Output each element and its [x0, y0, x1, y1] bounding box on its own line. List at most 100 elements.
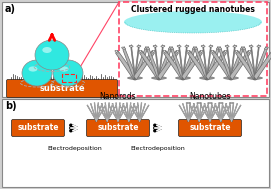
Polygon shape [134, 46, 147, 80]
Ellipse shape [200, 50, 203, 53]
Ellipse shape [28, 66, 37, 72]
Ellipse shape [146, 47, 149, 49]
Polygon shape [230, 46, 243, 80]
Ellipse shape [129, 45, 133, 47]
Text: substrate: substrate [17, 123, 59, 132]
Ellipse shape [187, 102, 190, 104]
Polygon shape [207, 44, 211, 80]
Text: Electrodeposition: Electrodeposition [131, 146, 185, 151]
Text: a): a) [5, 4, 16, 14]
FancyBboxPatch shape [11, 119, 64, 136]
Ellipse shape [208, 102, 211, 104]
Ellipse shape [185, 45, 189, 47]
Polygon shape [254, 50, 271, 80]
Ellipse shape [199, 77, 214, 79]
Polygon shape [212, 50, 232, 80]
FancyBboxPatch shape [119, 2, 267, 96]
Ellipse shape [201, 45, 205, 47]
Ellipse shape [137, 45, 141, 47]
Ellipse shape [248, 50, 251, 53]
Text: b): b) [5, 101, 17, 111]
Polygon shape [255, 44, 259, 80]
Polygon shape [251, 44, 255, 80]
Polygon shape [140, 50, 160, 80]
Polygon shape [135, 44, 139, 80]
FancyBboxPatch shape [2, 99, 269, 187]
FancyBboxPatch shape [86, 119, 150, 136]
Polygon shape [230, 50, 250, 80]
Polygon shape [203, 44, 207, 80]
Polygon shape [158, 50, 178, 80]
Polygon shape [183, 44, 187, 80]
Ellipse shape [152, 50, 155, 53]
Ellipse shape [139, 50, 142, 53]
Polygon shape [158, 46, 171, 80]
Ellipse shape [176, 77, 191, 79]
Text: Nanorods: Nanorods [100, 92, 136, 101]
Ellipse shape [42, 47, 52, 53]
Ellipse shape [170, 47, 173, 49]
Text: Electrodeposition: Electrodeposition [48, 146, 102, 151]
Text: Clustered rugged nanotubes: Clustered rugged nanotubes [131, 5, 255, 14]
Text: substrate: substrate [189, 123, 231, 132]
Ellipse shape [145, 47, 148, 49]
Text: Nanotubes: Nanotubes [189, 92, 231, 101]
Polygon shape [243, 46, 256, 80]
FancyBboxPatch shape [179, 119, 241, 136]
Ellipse shape [187, 50, 190, 53]
Polygon shape [116, 50, 136, 80]
Ellipse shape [217, 47, 220, 49]
Ellipse shape [219, 102, 222, 104]
Ellipse shape [198, 102, 201, 104]
Polygon shape [236, 50, 256, 80]
Ellipse shape [249, 45, 253, 47]
Polygon shape [195, 46, 208, 80]
Ellipse shape [22, 60, 52, 86]
Ellipse shape [225, 45, 229, 47]
Ellipse shape [242, 47, 245, 49]
FancyBboxPatch shape [7, 80, 118, 98]
Polygon shape [182, 46, 195, 80]
Ellipse shape [209, 45, 213, 47]
Ellipse shape [224, 77, 238, 79]
Ellipse shape [169, 47, 172, 49]
Ellipse shape [218, 47, 221, 49]
Ellipse shape [233, 45, 237, 47]
Polygon shape [227, 44, 231, 80]
Ellipse shape [224, 50, 227, 53]
Ellipse shape [257, 45, 261, 47]
Ellipse shape [53, 60, 83, 86]
Polygon shape [179, 44, 183, 80]
Ellipse shape [122, 47, 125, 49]
Polygon shape [147, 46, 160, 80]
Ellipse shape [230, 102, 233, 104]
Ellipse shape [235, 50, 238, 53]
Ellipse shape [193, 47, 196, 49]
Ellipse shape [176, 50, 179, 53]
Ellipse shape [248, 77, 262, 79]
Polygon shape [164, 50, 184, 80]
Ellipse shape [151, 77, 166, 79]
Ellipse shape [124, 11, 262, 33]
Text: substrate: substrate [39, 84, 85, 93]
Polygon shape [206, 46, 219, 80]
Polygon shape [206, 50, 226, 80]
Polygon shape [231, 44, 235, 80]
FancyBboxPatch shape [2, 2, 269, 97]
Polygon shape [171, 46, 184, 80]
Ellipse shape [35, 40, 69, 70]
Polygon shape [188, 50, 208, 80]
Polygon shape [182, 50, 202, 80]
Polygon shape [134, 50, 154, 80]
Ellipse shape [153, 45, 157, 47]
Polygon shape [219, 46, 232, 80]
Ellipse shape [211, 50, 214, 53]
Ellipse shape [177, 45, 181, 47]
Ellipse shape [241, 47, 244, 49]
Text: substrate: substrate [97, 123, 139, 132]
Polygon shape [123, 46, 136, 80]
Ellipse shape [128, 77, 143, 79]
Polygon shape [254, 46, 267, 80]
Ellipse shape [163, 50, 166, 53]
Polygon shape [159, 44, 163, 80]
